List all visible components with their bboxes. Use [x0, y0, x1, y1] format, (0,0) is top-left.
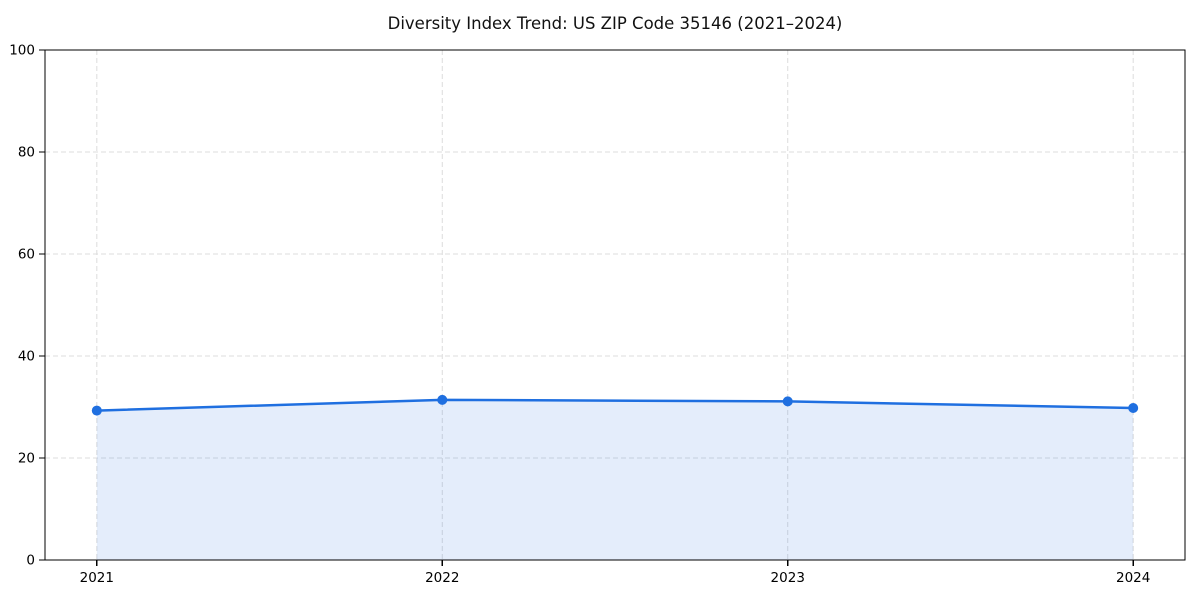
x-tick-label: 2022	[425, 570, 459, 586]
y-tick-label: 40	[18, 349, 35, 365]
x-tick-label: 2023	[771, 570, 805, 586]
axes-layer: 0 20 40 60 80 100 2021 2022 2023 2024	[9, 43, 1186, 586]
y-tick-label: 80	[18, 145, 35, 161]
series-line	[95, 398, 1135, 412]
y-tick-label: 60	[18, 247, 35, 263]
y-tick-label: 0	[26, 553, 35, 569]
series-area-fill	[96, 399, 1134, 560]
y-tick-label: 100	[9, 43, 35, 59]
data-point-2022	[437, 394, 448, 405]
x-tick-label: 2021	[80, 570, 114, 586]
chart-title: Diversity Index Trend: US ZIP Code 35146…	[388, 14, 843, 33]
data-point-2021	[91, 405, 102, 416]
plot-border	[44, 49, 1186, 561]
data-point-2024	[1128, 403, 1139, 414]
y-tick-label: 20	[18, 451, 35, 467]
series-layer	[91, 394, 1139, 560]
data-point-2023	[782, 396, 793, 407]
x-tick-label: 2024	[1116, 570, 1150, 586]
grid-layer	[45, 50, 1185, 560]
